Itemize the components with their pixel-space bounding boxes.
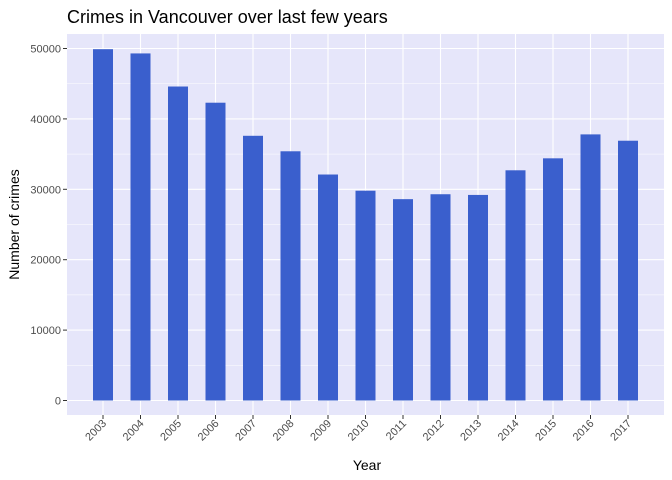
bar-2007 bbox=[243, 135, 263, 401]
x-tick-label: 2007 bbox=[233, 418, 259, 444]
x-tick-label: 2006 bbox=[196, 418, 222, 444]
bars bbox=[93, 49, 638, 401]
x-tick-label: 2014 bbox=[496, 418, 522, 444]
y-tick-label: 50000 bbox=[30, 44, 61, 56]
x-tick-label: 2004 bbox=[121, 418, 147, 444]
bar-2016 bbox=[580, 134, 601, 401]
x-tick-label: 2015 bbox=[533, 418, 559, 444]
x-tick-label: 2008 bbox=[271, 418, 297, 444]
x-tick-label: 2013 bbox=[458, 418, 484, 444]
y-tick-label: 0 bbox=[55, 396, 61, 408]
bar-2011 bbox=[393, 199, 413, 401]
x-tick-label: 2010 bbox=[346, 418, 372, 444]
bar-2005 bbox=[168, 86, 188, 401]
bar-2009 bbox=[318, 174, 338, 401]
bar-2008 bbox=[280, 151, 301, 401]
y-tick-label: 30000 bbox=[30, 184, 61, 196]
x-axis: 2003 2004 2005 2006 2007 2008 2009 2010 2011 2012… bbox=[83, 415, 634, 443]
x-tick-label: 2017 bbox=[608, 418, 634, 444]
y-tick-label: 20000 bbox=[30, 255, 61, 267]
x-tick-label: 2016 bbox=[571, 418, 597, 444]
bar-2010 bbox=[355, 190, 376, 401]
x-tick-label: 2012 bbox=[421, 418, 447, 444]
x-tick-label: 2005 bbox=[158, 418, 184, 444]
bar-2013 bbox=[468, 194, 488, 401]
x-tick-label: 2003 bbox=[83, 418, 109, 444]
chart-title: Crimes in Vancouver over last few years bbox=[67, 7, 388, 27]
bar-2004 bbox=[130, 53, 151, 401]
x-axis-title: Year bbox=[353, 457, 382, 473]
bar-2015 bbox=[543, 158, 563, 401]
y-tick-label: 40000 bbox=[30, 114, 61, 126]
y-tick-label: 10000 bbox=[30, 325, 61, 337]
y-axis: 0 10000 20000 30000 40000 50000 bbox=[30, 44, 67, 408]
y-axis-title: Number of crimes bbox=[6, 169, 22, 279]
bar-2003 bbox=[93, 49, 113, 401]
bar-2012 bbox=[430, 194, 451, 401]
x-tick-label: 2011 bbox=[384, 418, 409, 443]
bar-2017 bbox=[618, 140, 638, 401]
x-tick-label: 2009 bbox=[308, 418, 334, 444]
bar-2006 bbox=[205, 102, 226, 401]
bar-2014 bbox=[505, 170, 526, 401]
